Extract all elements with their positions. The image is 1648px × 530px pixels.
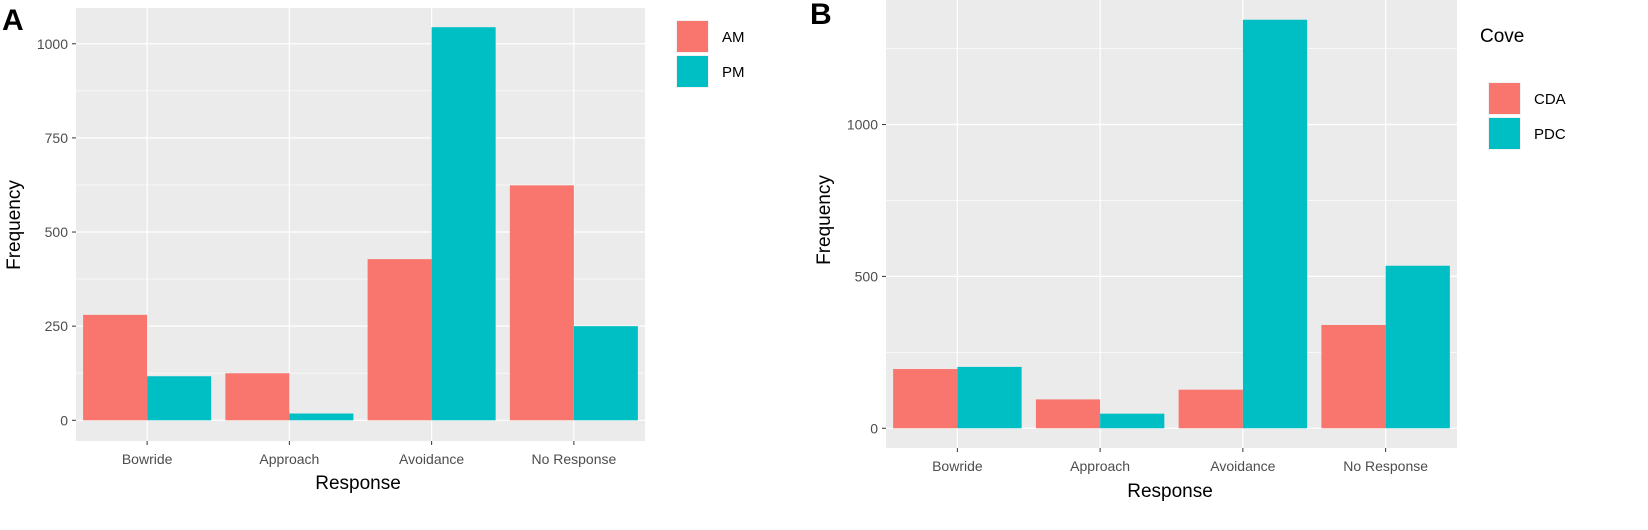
panel-a-x-tick-label: Bowride — [122, 451, 173, 467]
panel-a-legend-swatch-am — [677, 21, 708, 52]
panel-b-bar-cda — [893, 369, 958, 429]
panel-a-bar-am — [225, 373, 290, 421]
panel-b-x-tick-label: Bowride — [932, 458, 983, 474]
panel-b-legend: CDA PDC — [1488, 82, 1566, 150]
panel-b-bar-cda — [1178, 389, 1243, 429]
panel-b-x-axis: Bowride Approach Avoidance No Response — [932, 448, 1428, 474]
panel-a-y-tick-label: 1000 — [37, 36, 68, 52]
panel-a-bar-pm — [573, 326, 638, 421]
panel-a-label: A — [2, 4, 24, 37]
panel-b: B 0 500 1000 Bowride Approach Avoidance No Re… — [810, 0, 1566, 502]
panel-b-label: B — [810, 0, 832, 31]
panel-b-legend-swatch-pdc — [1489, 118, 1520, 149]
panel-a-x-axis: Bowride Approach Avoidance No Response — [122, 441, 617, 467]
panel-a-x-tick-label: Avoidance — [399, 451, 464, 467]
panel-b-legend-label-cda: CDA — [1534, 91, 1566, 108]
panel-a-bar-pm — [147, 376, 212, 421]
panel-b-bars — [893, 19, 1450, 429]
panel-a-legend-swatch-pm — [677, 56, 708, 87]
panel-b-y-axis: 0 500 1000 — [847, 117, 886, 436]
panel-b-bar-pdc — [1100, 413, 1165, 429]
panel-a-bar-pm — [289, 413, 354, 421]
panel-b-y-axis-title: Frequency — [814, 175, 835, 265]
panel-b-x-tick-label: Approach — [1070, 458, 1130, 474]
panel-a-y-tick-label: 250 — [45, 318, 69, 334]
panel-a-x-axis-title: Response — [315, 473, 401, 494]
panel-b-bar-pdc — [1385, 265, 1450, 429]
panel-b-bar-pdc — [1242, 19, 1308, 429]
panel-a-x-tick-label: No Response — [531, 451, 616, 467]
panel-a-y-tick-label: 0 — [60, 412, 68, 428]
panel-b-bar-cda — [1035, 399, 1101, 429]
panel-b-bar-cda — [1321, 324, 1386, 429]
panel-b-x-tick-label: No Response — [1343, 458, 1428, 474]
panel-b-y-tick-label: 500 — [855, 268, 879, 284]
panel-a-y-axis-title: Frequency — [4, 180, 25, 270]
panel-b-legend-title: Cove — [1480, 26, 1524, 47]
panel-a-x-tick-label: Approach — [259, 451, 319, 467]
panel-a-bar-pm — [431, 27, 496, 421]
panel-a-legend-label-pm: PM — [722, 64, 745, 81]
panel-b-y-tick-label: 1000 — [847, 117, 878, 133]
panel-a-bar-am — [367, 259, 432, 421]
panel-a-legend-label-am: AM — [722, 29, 745, 46]
panel-a-bar-am — [509, 185, 574, 421]
panel-b-x-axis-title: Response — [1127, 481, 1213, 502]
panel-a-bars — [83, 27, 638, 421]
panel-b-y-tick-label: 0 — [870, 420, 878, 436]
panel-a-bar-am — [83, 314, 148, 421]
panel-a-y-axis: 0 250 500 750 1000 — [37, 36, 76, 428]
panel-a-legend: AM PM — [676, 20, 745, 88]
panel-b-x-tick-label: Avoidance — [1210, 458, 1275, 474]
panel-b-legend-label-pdc: PDC — [1534, 126, 1566, 143]
panel-b-legend-swatch-cda — [1489, 83, 1520, 114]
panel-a-y-tick-label: 750 — [45, 130, 69, 146]
panel-b-bar-pdc — [957, 366, 1022, 429]
panel-a-y-tick-label: 500 — [45, 224, 69, 240]
panel-a: A 0 250 500 750 1000 Bowride Approach Avoidanc… — [2, 4, 745, 494]
